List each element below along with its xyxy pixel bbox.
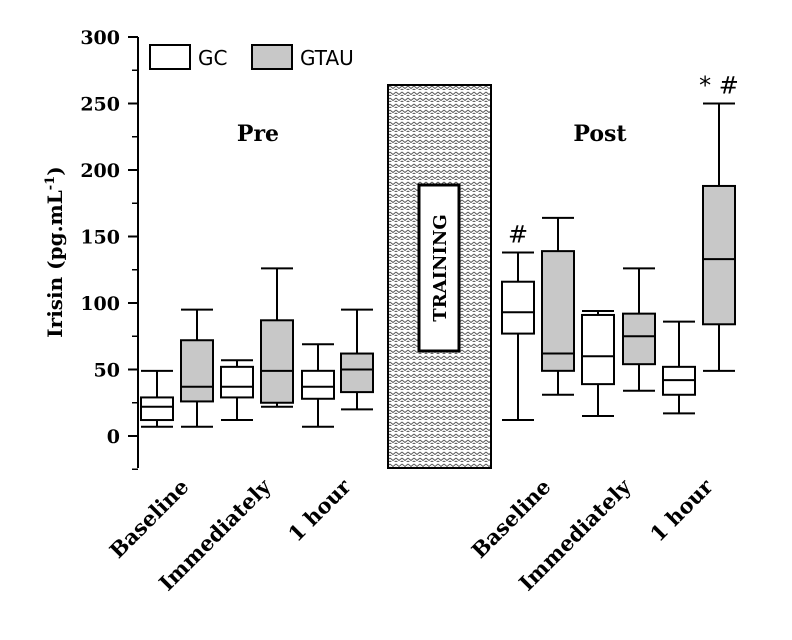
box-gc-2: [301, 343, 335, 428]
box-gc-0: [140, 369, 174, 428]
legend-swatch-gtau: [251, 44, 293, 70]
iqr-box: [220, 365, 254, 399]
legend-label-gtau: GTAU: [300, 46, 354, 70]
training-block: TRAINING: [387, 84, 492, 469]
category-label: 1 hour: [645, 473, 718, 546]
iqr-box: [541, 250, 575, 372]
iqr-box: [301, 369, 335, 400]
category-label: Baseline: [104, 474, 193, 563]
y-axis-title-close: ): [43, 166, 67, 175]
training-label-box: [417, 183, 461, 353]
phase-label-pre: Pre: [237, 121, 279, 147]
iqr-box: [340, 352, 374, 394]
y-tick-label: 300: [80, 27, 120, 49]
box-gtau-3: [541, 216, 575, 396]
y-axis-title: Irisin (pg.mL-1): [43, 166, 67, 337]
iqr-box: [140, 396, 174, 422]
phase-label-post: Post: [573, 121, 627, 147]
box-gtau-5: [702, 102, 736, 372]
box-gc-5: [662, 320, 696, 415]
significance-marker: #: [508, 220, 528, 248]
y-axis-title-superscript: -1: [43, 176, 58, 190]
box-gc-1: [220, 359, 254, 422]
iqr-box: [260, 319, 294, 404]
category-label: 1 hour: [283, 473, 356, 546]
box-gc-3: [501, 251, 535, 422]
training-label: TRAINING: [430, 214, 451, 321]
box-gtau-2: [340, 308, 374, 411]
y-tick-label: 150: [80, 227, 120, 249]
box-gtau-1: [260, 267, 294, 408]
legend-swatch-gc: [149, 44, 191, 70]
y-tick-label: 200: [80, 160, 120, 182]
iqr-box: [581, 313, 615, 386]
box-gtau-0: [180, 308, 214, 428]
box-gc-4: [581, 309, 615, 418]
y-tick-label: 100: [80, 293, 120, 315]
legend: GC GTAU: [149, 44, 354, 70]
iqr-box: [702, 184, 736, 326]
significance-marker: * #: [699, 72, 739, 100]
y-ticks: 0 50 100 150 200 250 300: [80, 27, 138, 470]
iqr-box: [501, 280, 535, 335]
iqr-box: [622, 312, 656, 366]
y-tick-label: 0: [107, 426, 120, 448]
legend-label-gc: GC: [198, 46, 227, 70]
iqr-box: [180, 339, 214, 403]
y-tick-label: 50: [94, 360, 120, 382]
box-plots: [140, 102, 736, 428]
y-tick-label: 250: [80, 94, 120, 116]
box-gtau-4: [622, 267, 656, 392]
significance-markers: # * #: [508, 72, 739, 249]
